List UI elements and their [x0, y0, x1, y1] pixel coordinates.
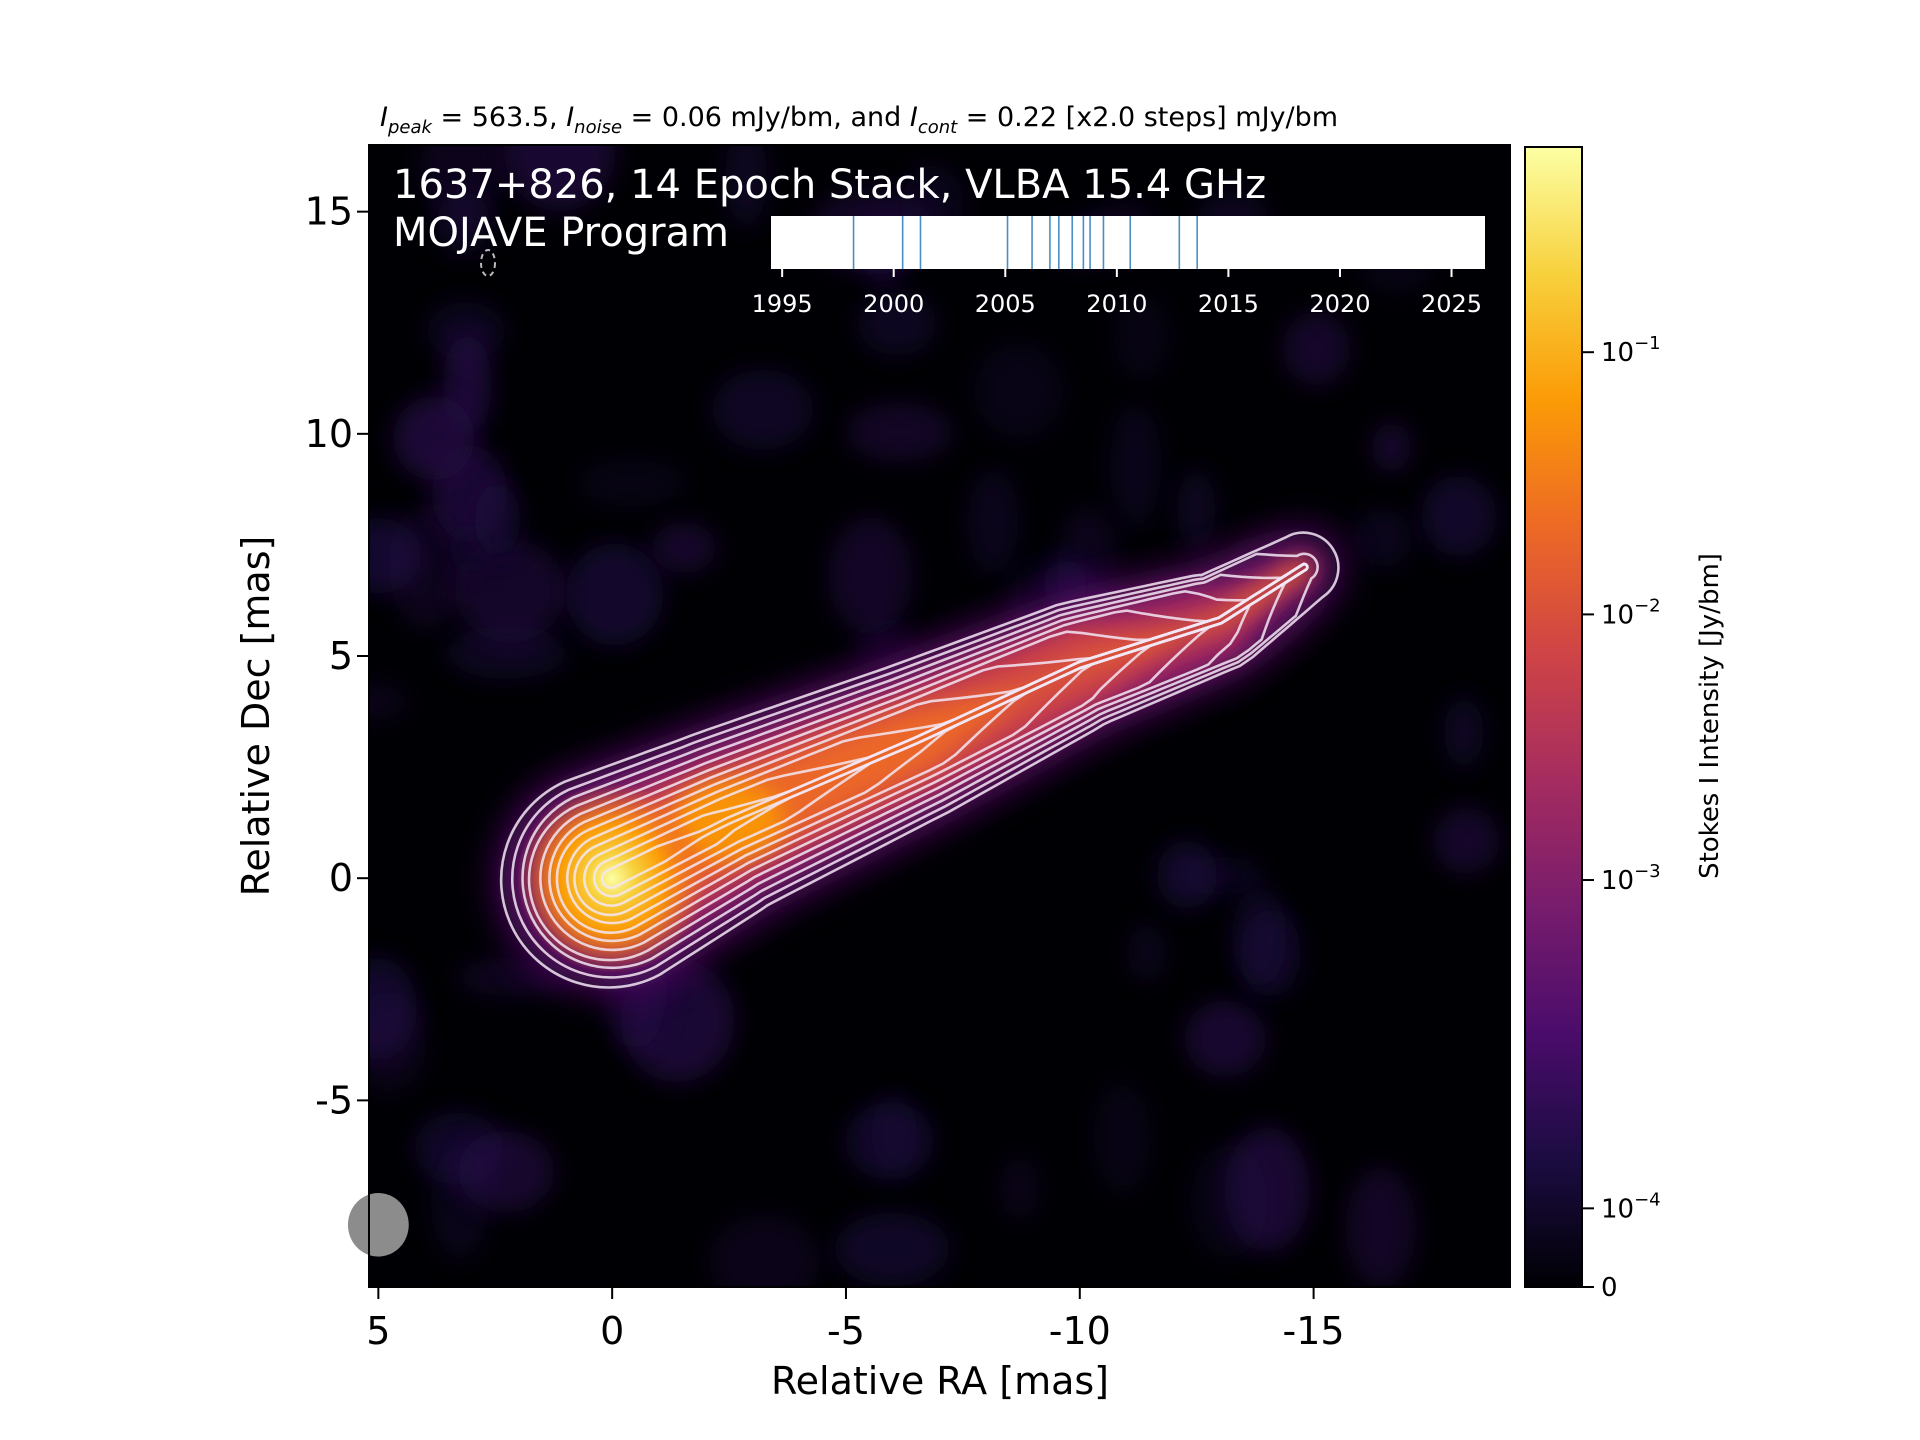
- noise-blob: [651, 522, 717, 573]
- timeline-epochs: [852, 216, 1198, 269]
- noise-blob: [503, 145, 616, 212]
- noise-blob: [1353, 509, 1412, 568]
- noise-blob: [426, 302, 506, 361]
- x-axis: 5 0 -5 -10 -15: [366, 1275, 1345, 1353]
- overlay-title-line2: MOJAVE Program: [393, 210, 729, 256]
- noise-blob: [369, 993, 426, 1093]
- noise-blob: [1109, 403, 1162, 529]
- contour-lines: [499, 531, 1340, 989]
- noise-blob: [1176, 470, 1216, 551]
- image-panel: 1637+826, 14 Epoch Stack, VLBA 15.4 GHz …: [347, 144, 1511, 1288]
- background-noise: [369, 145, 1500, 1287]
- x-tick-label: -10: [1049, 1309, 1111, 1353]
- neg-contour-marker: [480, 249, 496, 277]
- noise-blob: [458, 1131, 554, 1212]
- timeline-tick-label: 2005: [975, 290, 1036, 318]
- x-axis-label: Relative RA [mas]: [771, 1359, 1109, 1403]
- timeline-ticks: 1995 2000 2005 2010 2015 2020 2025: [752, 269, 1482, 318]
- noise-blob: [1232, 885, 1287, 988]
- noise-blob: [1421, 475, 1497, 557]
- timeline-tick-label: 2015: [1198, 290, 1259, 318]
- noise-blob: [437, 191, 490, 255]
- noise-blob: [389, 503, 467, 629]
- noise-blob: [846, 402, 953, 462]
- noise-blob: [1282, 311, 1350, 386]
- noise-blob: [711, 369, 814, 450]
- noise-blob: [1114, 295, 1169, 380]
- noise-blob: [834, 1212, 950, 1287]
- noise-blob: [871, 1093, 918, 1174]
- noise-blob: [1345, 1167, 1417, 1287]
- noise-blob: [1372, 422, 1411, 472]
- core-emission: [517, 783, 708, 974]
- noise-blob: [1444, 697, 1484, 768]
- beam-ellipse: [347, 1192, 409, 1257]
- colorbar-label: Stokes I Intensity [Jy/bm]: [1695, 553, 1725, 879]
- timeline-tick-label: 1995: [752, 290, 813, 318]
- noise-blob: [445, 625, 568, 679]
- y-tick-label: -5: [315, 1078, 353, 1122]
- noise-blob: [725, 145, 767, 228]
- noise-blob: [565, 543, 664, 646]
- noise-blob: [393, 396, 475, 481]
- y-tick-label: 10: [305, 412, 353, 456]
- colorbar-tick-label: 10−2: [1601, 595, 1661, 630]
- timeline-tick-label: 2025: [1421, 290, 1482, 318]
- contour-level-4: [527, 562, 1309, 962]
- colorbar-gradient: [1524, 146, 1583, 1288]
- contour-level-2: [511, 552, 1319, 979]
- y-tick-label: 5: [329, 634, 353, 678]
- colorbar-tick-label: 10−1: [1601, 333, 1661, 368]
- epoch-timeline: 1995 2000 2005 2010 2015 2020 2025: [752, 216, 1485, 318]
- noise-blob: [1128, 923, 1166, 982]
- overlay-title-line1: 1637+826, 14 Epoch Stack, VLBA 15.4 GHz: [393, 162, 1266, 208]
- noise-blob: [457, 957, 571, 997]
- timeline-tick-label: 2010: [1086, 290, 1147, 318]
- noise-blob: [1191, 1143, 1268, 1258]
- image-frame: [368, 144, 1511, 1288]
- y-tick-label: 0: [329, 856, 353, 900]
- noise-blob: [857, 291, 937, 356]
- noise-blob: [710, 1215, 820, 1287]
- y-axis: 15 10 5 0 -5: [305, 190, 369, 1122]
- noise-blob: [968, 469, 1019, 576]
- noise-blob: [828, 517, 913, 635]
- noise-blob: [369, 683, 408, 720]
- noise-blob: [475, 483, 521, 557]
- y-tick-label: 15: [305, 190, 353, 234]
- noise-blob: [1433, 807, 1500, 874]
- noise-blob: [1000, 1156, 1039, 1221]
- noise-blob: [1156, 840, 1218, 910]
- noise-blob: [974, 343, 1064, 439]
- timeline-box: [771, 216, 1485, 269]
- contour-level-12: [600, 562, 1309, 890]
- colorbar-ticks: 10−1 10−2 10−3 10−4 0: [1582, 333, 1661, 1303]
- contour-level-3: [521, 562, 1309, 970]
- noise-blob: [578, 459, 686, 508]
- noise-blob: [1184, 1000, 1267, 1077]
- x-tick-label: -15: [1283, 1309, 1345, 1353]
- x-tick-label: -5: [827, 1309, 865, 1353]
- noise-blob: [1094, 1082, 1151, 1194]
- timeline-tick-label: 2020: [1309, 290, 1370, 318]
- colorbar-tick-label: 10−4: [1601, 1189, 1661, 1224]
- timeline-tick-label: 2000: [863, 290, 924, 318]
- colorbar-tick-label: 0: [1601, 1273, 1618, 1303]
- x-tick-label: 0: [600, 1309, 624, 1353]
- contour-level-1: [499, 531, 1340, 989]
- colorbar: 10−1 10−2 10−3 10−4 0 Stokes I Intensity [Jy…: [1524, 146, 1725, 1303]
- colorbar-tick-label: 10−3: [1601, 861, 1661, 896]
- y-axis-label: Relative Dec [mas]: [234, 536, 278, 897]
- x-tick-label: 5: [366, 1309, 390, 1353]
- header-stats: Ipeak = 563.5, Inoise = 0.06 mJy/bm, and…: [380, 102, 1338, 138]
